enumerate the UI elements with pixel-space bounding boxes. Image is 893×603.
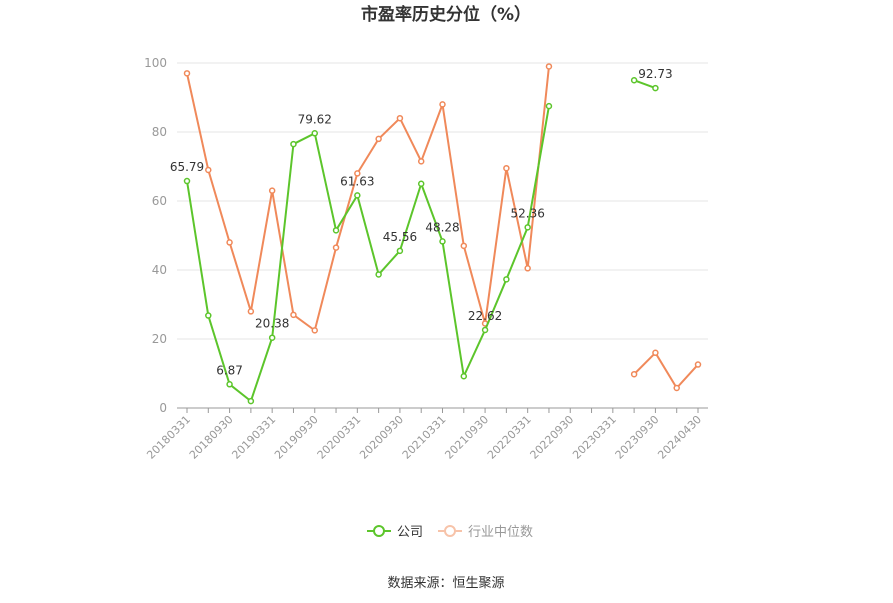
series-industry-median	[183, 63, 702, 392]
data-point[interactable]	[332, 227, 340, 234]
data-point[interactable]	[396, 114, 404, 122]
x-tick-label: 20220930	[528, 413, 577, 462]
data-point[interactable]	[545, 63, 553, 70]
x-tick-label: 20180930	[187, 413, 236, 462]
data-label: 65.79	[170, 160, 204, 174]
data-point[interactable]	[503, 276, 510, 283]
source-note: 数据来源：恒生聚源	[387, 576, 504, 591]
data-point[interactable]	[460, 242, 468, 250]
data-point[interactable]	[354, 170, 361, 177]
x-tick-label: 20240430	[655, 413, 704, 462]
series-line	[186, 66, 550, 332]
series-line	[186, 105, 550, 403]
data-point[interactable]	[630, 77, 638, 84]
legend-marker-circle	[373, 525, 385, 537]
data-label: 52.36	[510, 206, 544, 220]
data-point[interactable]	[332, 244, 340, 251]
data-point[interactable]	[226, 381, 233, 388]
data-point[interactable]	[290, 140, 297, 148]
data-label: 22.62	[468, 309, 502, 323]
legend-marker-circle	[444, 525, 456, 537]
data-labels: 65.79 6.87 20.38 79.62 61.63 45.56 48.28 22.62 5…	[170, 67, 673, 377]
data-point[interactable]	[247, 308, 255, 315]
data-point[interactable]	[247, 397, 255, 405]
data-point[interactable]	[354, 192, 361, 199]
data-point[interactable]	[311, 327, 318, 334]
x-tick-label: 20230331	[570, 413, 619, 462]
data-point[interactable]	[652, 349, 659, 357]
data-point[interactable]	[268, 334, 276, 341]
x-tick-label: 20220331	[485, 413, 534, 462]
data-point[interactable]	[524, 224, 531, 231]
x-tick-label: 20210331	[400, 413, 449, 462]
y-tick-label: 0	[159, 401, 167, 415]
data-point[interactable]	[417, 180, 425, 187]
data-label: 61.63	[340, 174, 374, 188]
data-point[interactable]	[460, 373, 468, 380]
y-tick-label: 100	[144, 56, 167, 70]
data-label: 6.87	[216, 363, 243, 377]
chart-title: 市盈率历史分位（%）	[361, 4, 531, 25]
data-point[interactable]	[503, 164, 510, 172]
data-point[interactable]	[205, 312, 212, 319]
data-point[interactable]	[268, 187, 276, 194]
legend-item-company[interactable]: 公司	[367, 525, 423, 540]
data-point[interactable]	[290, 311, 297, 319]
data-point[interactable]	[183, 177, 191, 185]
data-point[interactable]	[673, 384, 680, 392]
data-label: 20.38	[255, 317, 289, 331]
y-tick-label: 60	[152, 194, 167, 208]
x-tick-label: 20190331	[229, 413, 278, 462]
y-tick-label: 80	[152, 125, 167, 139]
data-point[interactable]	[545, 102, 553, 110]
data-point[interactable]	[311, 130, 318, 137]
data-point[interactable]	[694, 361, 702, 368]
legend-item-industry-median[interactable]: 行业中位数	[438, 525, 533, 540]
data-point[interactable]	[183, 70, 191, 77]
x-tick-label: 20210930	[442, 413, 491, 462]
data-label: 45.56	[383, 230, 417, 244]
data-point[interactable]	[630, 370, 638, 378]
y-axis: 0 20 40 60 80 100	[144, 56, 167, 415]
y-tick-label: 40	[152, 263, 167, 277]
data-point[interactable]	[652, 84, 659, 92]
data-point[interactable]	[226, 239, 233, 246]
data-point[interactable]	[417, 158, 425, 165]
x-axis: 2018033120180930201903312019093020200331…	[144, 407, 708, 462]
legend[interactable]: 公司 行业中位数	[367, 525, 533, 540]
legend-label: 行业中位数	[468, 525, 533, 540]
x-tick-label: 20230930	[613, 413, 662, 462]
series-company	[183, 77, 659, 405]
data-label: 92.73	[638, 67, 672, 81]
data-point[interactable]	[481, 326, 489, 334]
x-tick-label: 20190930	[272, 413, 321, 462]
series-line	[633, 351, 699, 389]
x-tick-label: 20200331	[315, 413, 364, 462]
series-lines	[183, 63, 702, 405]
x-tick-label: 20180331	[144, 413, 193, 462]
data-point[interactable]	[375, 135, 382, 143]
data-label: 48.28	[425, 220, 459, 234]
grid-lines	[177, 62, 708, 340]
x-tick-label: 20200930	[357, 413, 406, 462]
data-point[interactable]	[524, 265, 531, 272]
series-line	[633, 79, 656, 90]
data-point[interactable]	[439, 101, 446, 108]
y-tick-label: 20	[152, 332, 167, 346]
data-point[interactable]	[396, 247, 404, 255]
data-point[interactable]	[205, 166, 212, 174]
legend-label: 公司	[397, 525, 423, 540]
data-point[interactable]	[439, 238, 446, 245]
data-label: 79.62	[298, 112, 332, 126]
data-point[interactable]	[375, 271, 382, 278]
